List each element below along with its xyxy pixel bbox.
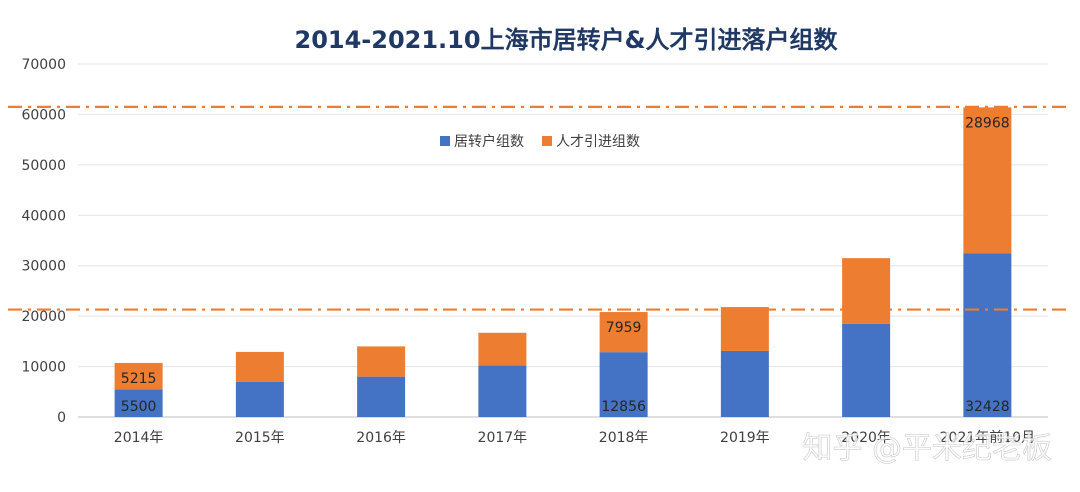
bar-residency-6 bbox=[720, 350, 769, 417]
x-tick-label-5: 2018年 bbox=[599, 430, 649, 446]
legend-swatch-1 bbox=[440, 136, 450, 146]
data-label-residency-5: 12856 bbox=[601, 399, 646, 415]
y-tick-label-20000: 20000 bbox=[21, 309, 66, 325]
bar-residency-4 bbox=[478, 365, 527, 417]
y-tick-label-30000: 30000 bbox=[21, 259, 66, 275]
bar-residency-2 bbox=[235, 381, 284, 417]
bar-talent-1 bbox=[114, 362, 163, 390]
y-tick-label-0: 0 bbox=[57, 410, 66, 426]
data-label-talent-1: 5215 bbox=[121, 371, 157, 387]
data-label-talent-5: 7959 bbox=[606, 320, 642, 336]
x-tick-label-3: 2016年 bbox=[356, 430, 406, 446]
bar-talent-5 bbox=[599, 312, 648, 353]
x-axis: 2014年 2015年 2016年 2017年 2018年 2019年 2020年 2021年… bbox=[114, 429, 1035, 446]
bar-residency-5 bbox=[599, 352, 648, 417]
x-tick-label-4: 2017年 bbox=[478, 430, 528, 446]
bar-residency-7 bbox=[842, 323, 891, 417]
bar-residency-3 bbox=[357, 376, 406, 417]
bar-residency-8 bbox=[963, 253, 1012, 417]
legend-swatch-2 bbox=[542, 136, 552, 146]
y-tick-label-40000: 40000 bbox=[21, 208, 66, 224]
bar-talent-3 bbox=[357, 346, 406, 377]
gridlines bbox=[78, 63, 1048, 418]
reference-lines bbox=[8, 105, 1072, 311]
x-tick-label-2: 2015年 bbox=[235, 430, 285, 446]
x-tick-label-1: 2014年 bbox=[114, 430, 164, 446]
bar-talent-8 bbox=[963, 107, 1012, 254]
bar-talent-4 bbox=[478, 332, 527, 366]
y-tick-label-60000: 60000 bbox=[21, 107, 66, 123]
y-axis: 0 10000 20000 30000 40000 50000 60000 70000 bbox=[21, 57, 66, 426]
data-label-talent-8: 28968 bbox=[965, 115, 1010, 131]
data-label-residency-1: 5500 bbox=[121, 399, 157, 415]
bar-talent-6 bbox=[720, 307, 769, 351]
y-tick-label-70000: 70000 bbox=[21, 57, 66, 73]
chart-title: 2014-2021.10上海市居转户&人才引进落户组数 bbox=[295, 26, 839, 54]
x-tick-label-6: 2019年 bbox=[720, 430, 770, 446]
bars: 5500 5215 12856 7959 32428 28968 bbox=[114, 107, 1012, 417]
y-tick-label-10000: 10000 bbox=[21, 360, 66, 376]
legend-label-2: 人才引进组数 bbox=[556, 134, 640, 150]
legend: 居转户组数 人才引进组数 bbox=[440, 133, 640, 150]
x-tick-label-7: 2020年 bbox=[841, 430, 891, 446]
bar-talent-7 bbox=[842, 258, 891, 324]
y-tick-label-50000: 50000 bbox=[21, 158, 66, 174]
bar-residency-1 bbox=[114, 389, 163, 417]
legend-label-1: 居转户组数 bbox=[454, 133, 524, 150]
data-label-residency-8: 32428 bbox=[965, 399, 1010, 415]
watermark: 知乎 @平米纪老板 bbox=[802, 431, 1052, 466]
bar-talent-2 bbox=[235, 351, 284, 382]
x-tick-label-8: 2021年前10月 bbox=[940, 429, 1035, 446]
